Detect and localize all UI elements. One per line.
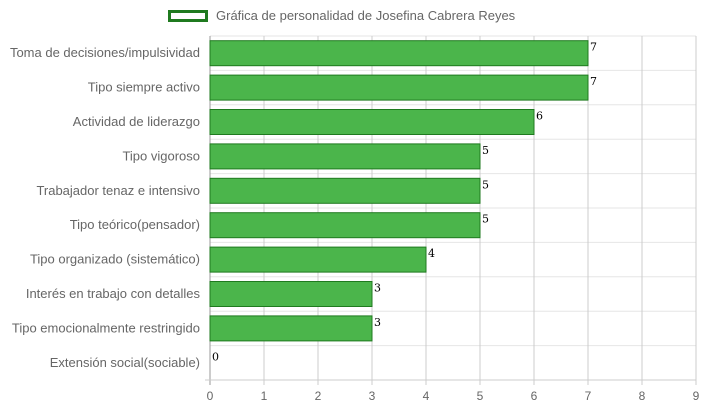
- data-label: 5: [482, 144, 489, 157]
- x-tick-label: 8: [639, 389, 646, 403]
- bar: [209, 212, 481, 239]
- x-tick-label: 0: [207, 389, 214, 403]
- x-tick-label: 4: [423, 389, 430, 403]
- bar: [209, 246, 427, 273]
- data-label: 6: [536, 110, 543, 123]
- category-label: Interés en trabajo con detalles: [26, 286, 201, 301]
- x-tick-label: 3: [369, 389, 376, 403]
- x-tick-label: 7: [585, 389, 592, 403]
- data-label: 5: [482, 178, 489, 191]
- bar: [209, 143, 481, 170]
- bar: [209, 74, 589, 101]
- data-label: 3: [374, 316, 381, 329]
- category-label: Tipo organizado (sistemático): [30, 252, 200, 267]
- legend-label: Gráfica de personalidad de Josefina Cabr…: [216, 8, 516, 23]
- x-tick-label: 2: [315, 389, 322, 403]
- data-label: 7: [590, 41, 597, 54]
- category-label: Trabajador tenaz e intensivo: [36, 183, 200, 198]
- data-label: 7: [590, 75, 597, 88]
- data-label: 4: [428, 247, 435, 260]
- category-label: Tipo emocionalmente restringido: [12, 320, 200, 335]
- data-label: 5: [482, 213, 489, 226]
- bar: [209, 281, 373, 307]
- x-tick-label: 5: [477, 389, 484, 403]
- x-tick-label: 1: [261, 389, 268, 403]
- data-label: 3: [374, 282, 381, 295]
- x-tick-label: 9: [693, 389, 700, 403]
- category-label: Toma de decisiones/impulsividad: [10, 45, 200, 60]
- category-label: Tipo teórico(pensador): [70, 217, 200, 232]
- category-label: Tipo vigoroso: [122, 148, 200, 163]
- legend-swatch: [168, 9, 208, 22]
- bar: [209, 315, 373, 342]
- bar: [209, 177, 481, 204]
- x-tick-label: 6: [531, 389, 538, 403]
- bar: [209, 109, 535, 135]
- category-label: Actividad de liderazgo: [73, 114, 200, 129]
- category-label: Tipo siempre activo: [88, 80, 200, 95]
- category-label: Extensión social(sociable): [50, 355, 200, 370]
- data-label: 0: [212, 350, 219, 363]
- bar: [209, 40, 589, 67]
- chart-legend[interactable]: Gráfica de personalidad de Josefina Cabr…: [168, 8, 515, 23]
